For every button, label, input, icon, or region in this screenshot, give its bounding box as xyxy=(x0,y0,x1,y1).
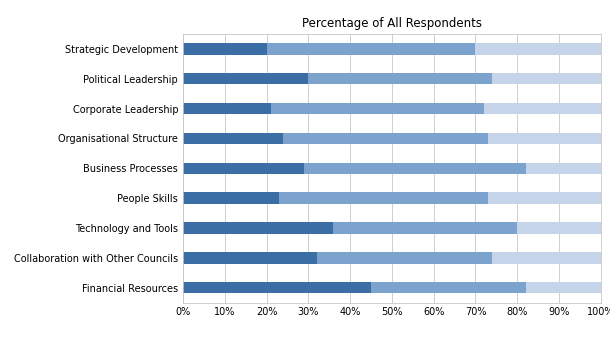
Bar xyxy=(334,222,517,234)
Bar xyxy=(488,133,601,144)
Bar xyxy=(183,192,279,204)
Bar xyxy=(183,282,371,293)
Bar xyxy=(309,73,492,84)
Bar xyxy=(183,73,309,84)
Title: Percentage of All Respondents: Percentage of All Respondents xyxy=(302,17,482,30)
Bar xyxy=(526,163,601,174)
Bar xyxy=(183,103,271,114)
Bar xyxy=(492,73,601,84)
Bar xyxy=(183,133,283,144)
Bar xyxy=(183,252,317,264)
Bar xyxy=(267,43,476,55)
Bar xyxy=(484,103,601,114)
Bar xyxy=(183,163,304,174)
Bar xyxy=(371,282,526,293)
Bar xyxy=(526,282,601,293)
Bar xyxy=(304,163,526,174)
Bar xyxy=(183,43,267,55)
Bar xyxy=(279,192,488,204)
Bar xyxy=(488,192,601,204)
Bar xyxy=(492,252,601,264)
Bar xyxy=(271,103,484,114)
Bar xyxy=(183,222,334,234)
Bar xyxy=(317,252,492,264)
Bar xyxy=(283,133,488,144)
Bar xyxy=(517,222,601,234)
Bar xyxy=(476,43,601,55)
